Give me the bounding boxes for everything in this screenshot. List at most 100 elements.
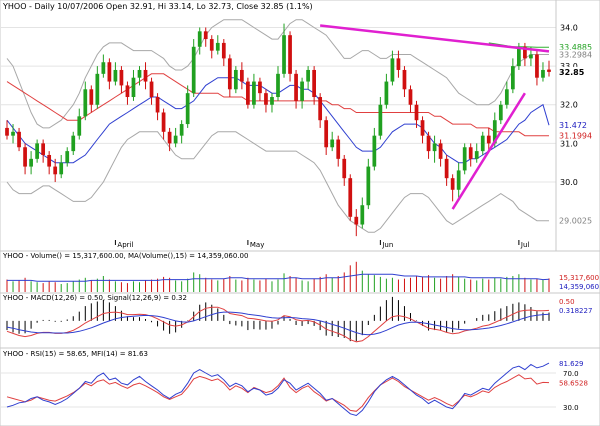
macd-panel: YHOO - MACD(12,26) = 0.50, Signal(12,26,…	[0, 292, 600, 349]
candle-body	[498, 104, 503, 121]
price-tick-label: 32.0	[560, 101, 578, 110]
rsi-mfi-lines	[6, 362, 550, 417]
candle-body	[288, 35, 292, 74]
candle-body	[203, 31, 208, 40]
candlesticks	[5, 23, 551, 237]
candle-body	[420, 120, 425, 136]
candle-body	[35, 143, 39, 159]
macd-title: YHOO - MACD(12,26) = 0.50, Signal(12,26,…	[2, 294, 187, 302]
bollinger-upper-line	[6, 19, 549, 129]
candle-body	[336, 139, 341, 159]
mfi-line	[6, 362, 550, 417]
rsi-tag-label: 58.6528	[559, 380, 588, 388]
candle-body	[101, 62, 106, 74]
rsi-panel-frame	[0, 347, 600, 426]
price-tag-bg	[557, 49, 599, 60]
candle-body	[414, 104, 419, 121]
candle-body	[480, 135, 485, 152]
month-label: Jun	[381, 241, 393, 249]
candle-body	[510, 66, 515, 90]
candle-body	[161, 112, 166, 132]
price-tag-bg	[557, 130, 599, 141]
candle-body	[155, 97, 160, 113]
month-label: May	[250, 241, 264, 249]
candle-body	[41, 143, 46, 155]
price-tag-label: 33.2984	[559, 51, 592, 60]
candle-body	[53, 166, 58, 175]
candle-body	[149, 81, 154, 98]
price-tag-label: 31.1994	[559, 132, 592, 141]
candle-body	[378, 104, 383, 136]
candle-body	[17, 131, 21, 148]
candle-body	[294, 73, 298, 101]
price-panel: YHOO - Daily 10/07/2006 Open 32.91, Hi 3…	[0, 0, 600, 252]
candle-body	[5, 127, 9, 136]
candle-body	[89, 89, 94, 105]
signal-line	[6, 311, 550, 336]
candle-body	[131, 77, 136, 98]
candle-body	[456, 170, 461, 190]
candle-body	[306, 69, 310, 82]
candle-body	[468, 147, 473, 159]
candle-body	[197, 31, 202, 47]
candle-body	[438, 143, 443, 159]
candle-body	[95, 73, 100, 105]
price-chart-title: YHOO - Daily 10/07/2006 Open 32.91, Hi 3…	[2, 2, 313, 11]
candle-body	[342, 158, 347, 179]
candle-body	[233, 69, 238, 90]
volume-panel: YHOO - Volume() = 15,317,600.00, MA(Volu…	[0, 250, 600, 294]
candle-body	[541, 69, 545, 78]
price-tick-label: 34.0	[560, 23, 578, 32]
price-tag-bg	[557, 42, 599, 53]
candle-body	[474, 151, 479, 159]
candle-body	[47, 154, 52, 167]
price-panel-frame	[0, 0, 600, 252]
trendline-support	[451, 92, 526, 210]
candle-body	[523, 46, 527, 59]
candle-body	[282, 35, 286, 74]
trendline-resistance	[320, 24, 550, 53]
candle-body	[119, 69, 124, 86]
candle-body	[426, 135, 431, 152]
candle-body	[517, 46, 521, 67]
candle-body	[264, 93, 268, 105]
macd-line	[6, 306, 550, 343]
candle-body	[83, 89, 88, 117]
bollinger-bands	[6, 19, 549, 233]
candle-body	[227, 58, 232, 90]
rsi-tag-label: 81.629	[559, 360, 584, 368]
candle-body	[143, 69, 148, 82]
trendlines	[320, 24, 550, 210]
candle-body	[29, 158, 33, 167]
candle-body	[215, 42, 220, 51]
candle-body	[246, 81, 250, 105]
rsi-tick-label: 30.0	[563, 404, 579, 412]
price-tick-label: 33.0	[560, 62, 578, 71]
candle-body	[462, 147, 467, 171]
candle-body	[191, 46, 196, 94]
candle-body	[276, 73, 280, 98]
candle-body	[173, 135, 178, 144]
macd-tag-bg	[557, 306, 599, 315]
candle-body	[125, 85, 130, 98]
candle-body	[547, 69, 551, 72]
rsi-tags: 81.629 58.6528	[559, 360, 588, 388]
candle-body	[330, 139, 335, 148]
price-tag-label: 33.4885	[559, 43, 592, 52]
volume-ma-line	[7, 273, 550, 282]
macd-tag-bg	[557, 297, 599, 306]
month-labels: April May Jun Jul	[114, 240, 529, 249]
candle-body	[11, 131, 15, 136]
candle-body	[185, 93, 190, 125]
rsi-panel: YHOO - RSI(15) = 58.65, MFI(14) = 81.63 …	[0, 347, 600, 426]
price-tick-label: 31.0	[560, 139, 578, 148]
candle-body	[23, 147, 27, 167]
price-tag-label: 32.85	[559, 68, 585, 77]
volume-tag-label: 14,359,060	[559, 283, 599, 291]
volume-title: YHOO - Volume() = 15,317,600.00, MA(Volu…	[2, 252, 248, 260]
candle-body	[486, 135, 491, 144]
candle-body	[432, 143, 437, 152]
candle-body	[396, 58, 401, 70]
